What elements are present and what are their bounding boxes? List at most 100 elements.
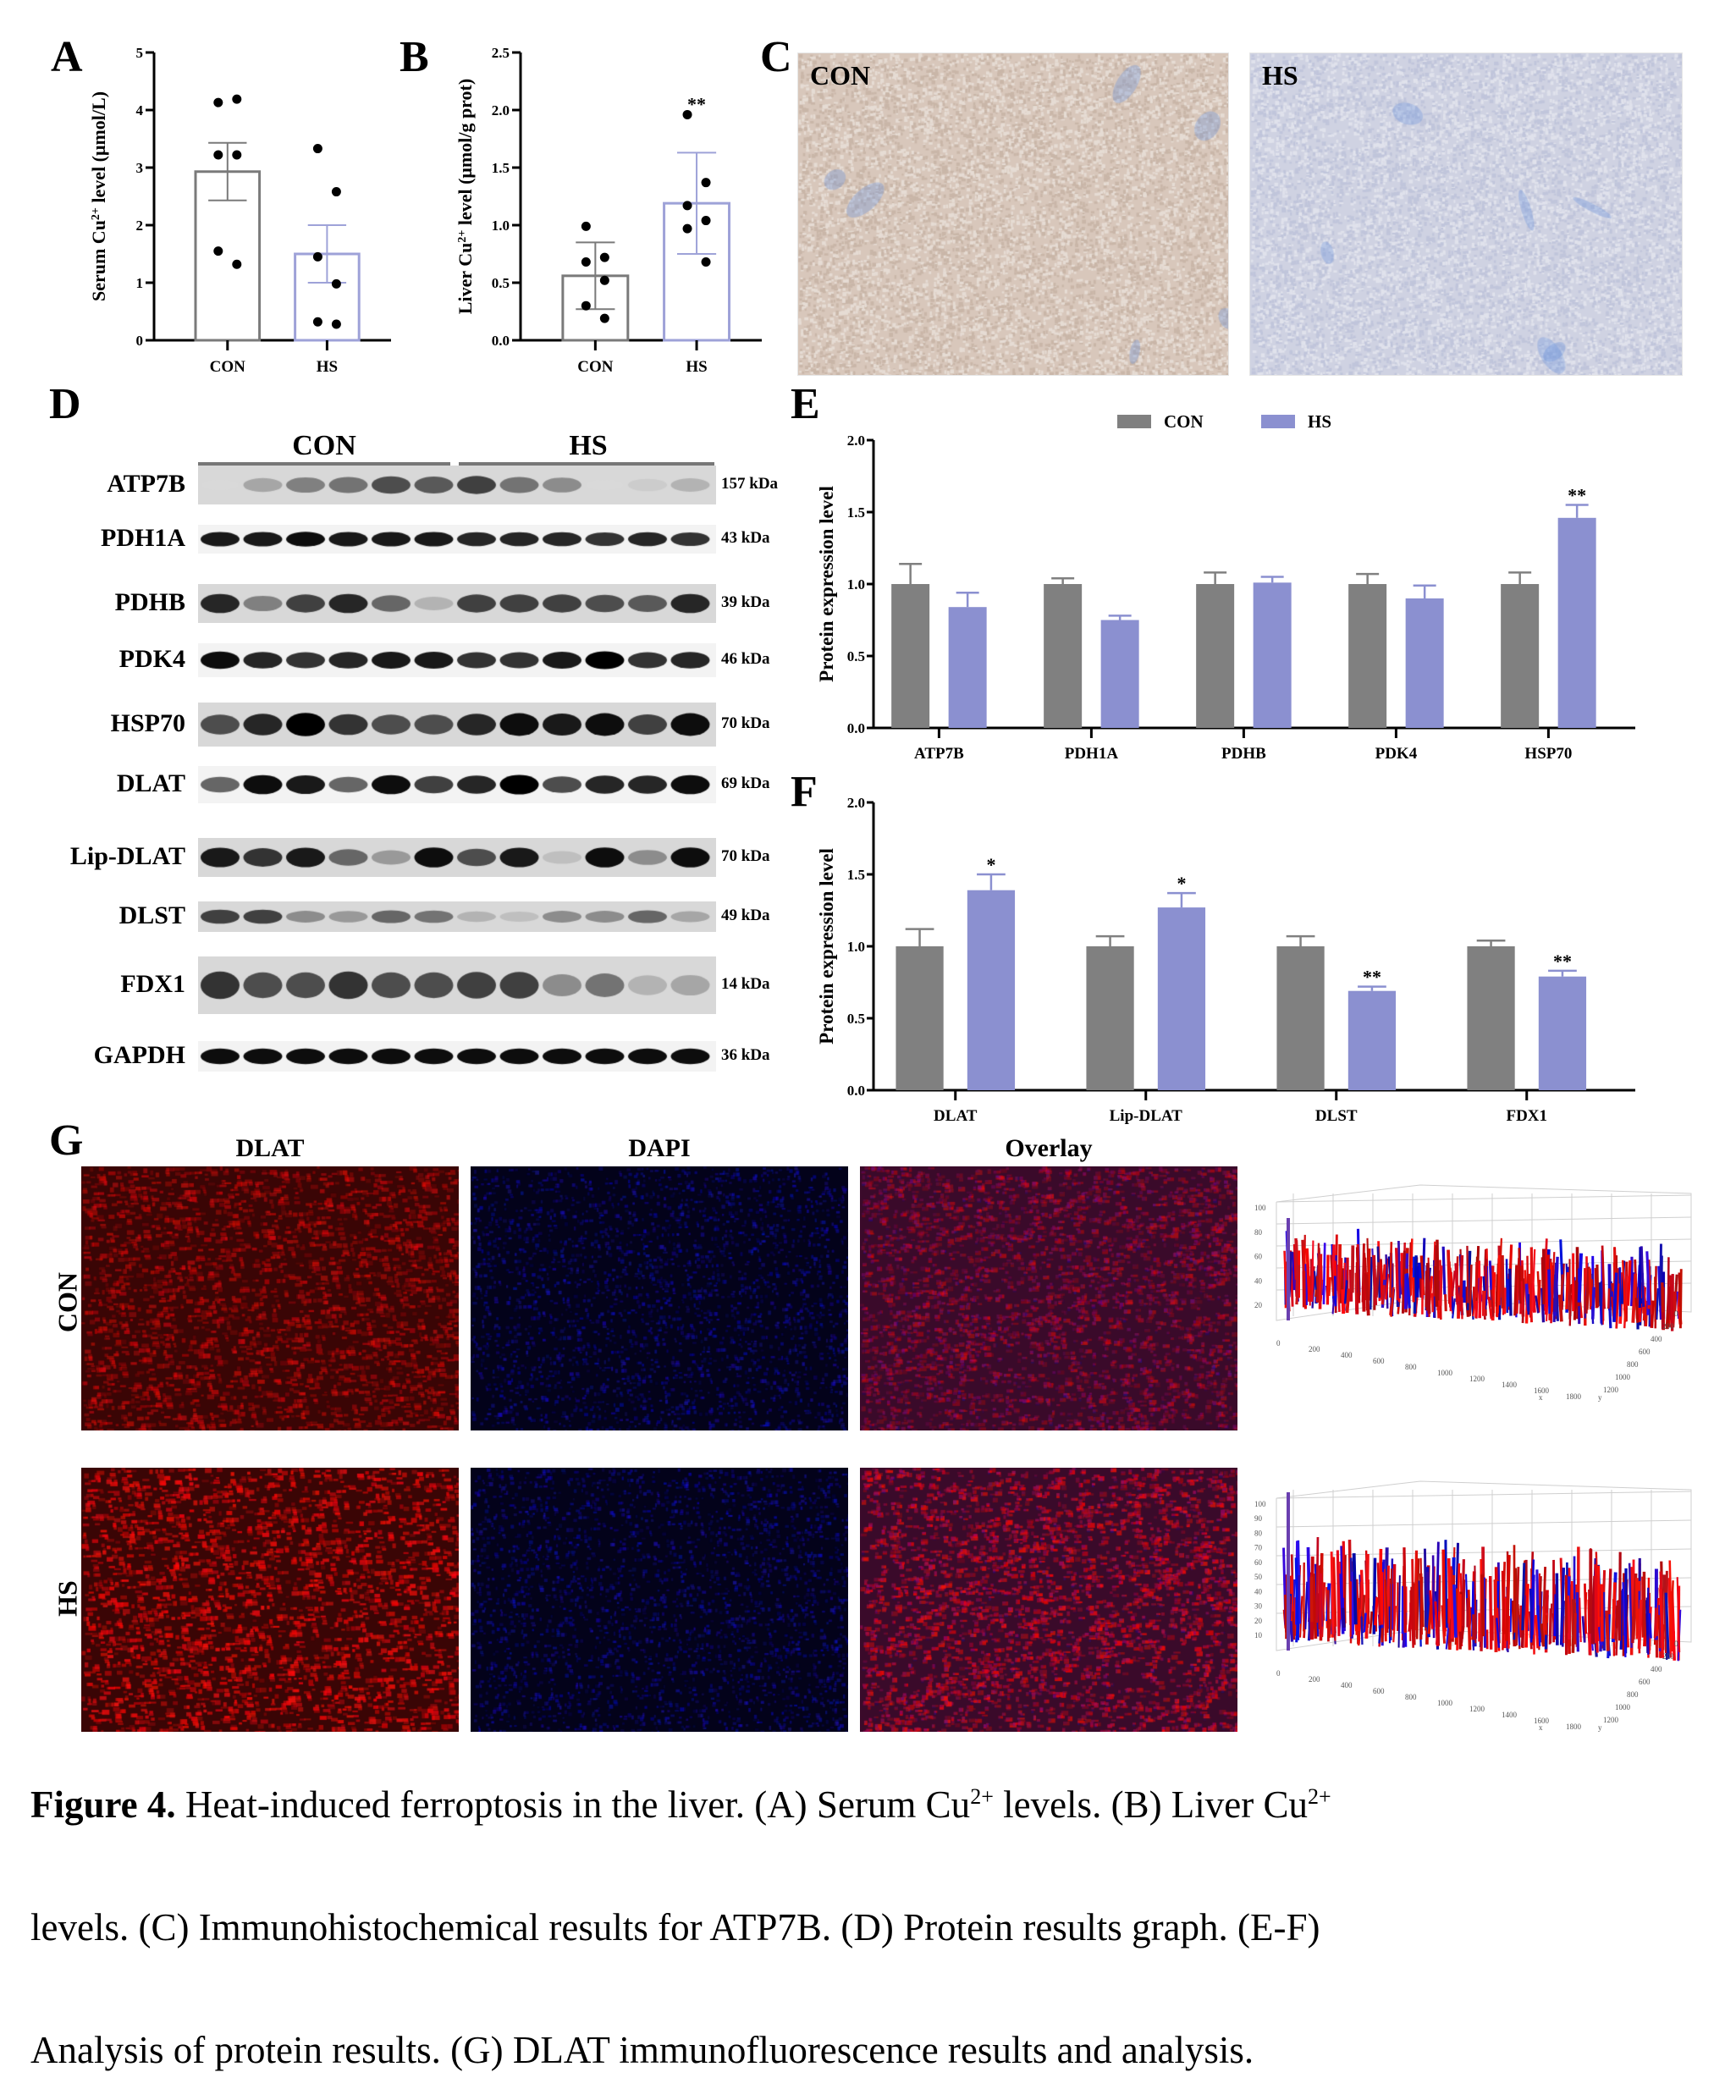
z-tick-label: 40: [1254, 1587, 1263, 1596]
if-row-label-con: CON: [52, 1271, 83, 1333]
y-axis-label: Serum Cu2+ level (μmol/L): [88, 91, 109, 301]
y-tick-label: 200: [1662, 1322, 1674, 1331]
panel-letter-g: G: [49, 1116, 84, 1165]
if-column-label-dlat: DLAT: [235, 1134, 305, 1162]
caption-text-1a: Heat-induced ferroptosis in the liver. (…: [175, 1783, 971, 1826]
blot-protein-label: PDK4: [118, 645, 185, 673]
blot-strip: [198, 584, 716, 623]
figure-caption-line-1: Figure 4. Heat-induced ferroptosis in th…: [30, 1782, 1331, 1827]
panel-letter-a: A: [51, 33, 83, 81]
data-point: [213, 150, 223, 160]
data-point: [213, 97, 223, 107]
z-tick-label: 100: [1254, 1500, 1266, 1508]
data-point: [232, 150, 242, 160]
bar: [1467, 946, 1515, 1090]
liver-cu-bar-chart: Liver Cu2+ level (μmol/g prot) 0.0 0.5 1.0 1…: [455, 45, 762, 376]
x-tick-label: 1800: [1566, 1722, 1582, 1731]
figure-caption-line-3: Analysis of protein results. (G) DLAT im…: [30, 2029, 1254, 2071]
surface-plot-con: 1008060402002004006008001000120014001600…: [1254, 1184, 1692, 1402]
z-tick-label: 60: [1254, 1558, 1263, 1567]
blot-molecular-weight: 49 kDa: [721, 907, 770, 924]
blot-row-dlat: DLAT 69 kDa: [0, 766, 1736, 817]
x-tick-label: 1000: [1437, 1369, 1453, 1377]
x-tick-label: PDK4: [1375, 745, 1418, 763]
y-tick-label: 1: [136, 275, 144, 291]
y-axis-label: Liver Cu2+ level (μmol/g prot): [455, 79, 476, 314]
data-point: [701, 257, 711, 267]
significance-marker: *: [1177, 873, 1186, 894]
bar: [967, 890, 1016, 1090]
z-tick-label: 20: [1254, 1301, 1263, 1309]
bar: [1557, 517, 1596, 728]
y-tick-label: 1.0: [847, 939, 865, 955]
x-tick-label: ATP7B: [914, 745, 964, 763]
data-point: [232, 94, 242, 104]
y-tick-label: 2: [136, 218, 144, 234]
caption-text-1b: levels. (B) Liver Cu: [993, 1783, 1309, 1826]
blot-molecular-weight: 46 kDa: [721, 650, 770, 668]
blot-group-label-hs: HS: [569, 430, 608, 461]
bar: [1538, 976, 1587, 1090]
y-tick-label: 1.5: [847, 867, 865, 883]
bar: [1086, 946, 1134, 1090]
y-tick-label: 400: [1651, 1665, 1662, 1673]
x-tick-label: PDH1A: [1065, 745, 1119, 763]
panel-letter-b: B: [400, 33, 429, 81]
y-tick-label: 1.5: [847, 504, 865, 521]
if-image-con-dlat: [81, 1166, 459, 1430]
data-point: [331, 319, 341, 329]
figure-caption-line-2: levels. (C) Immunohistochemical results …: [30, 1906, 1320, 1948]
y-tick-label: 1.0: [847, 576, 865, 593]
y-tick-label: 1000: [1615, 1703, 1631, 1711]
x-tick-label: DLST: [1315, 1107, 1358, 1125]
blot-row-pdh1a: PDH1A 43 kDa: [0, 524, 1736, 576]
x-tick-label: FDX1: [1506, 1107, 1547, 1125]
data-point: [581, 300, 591, 311]
data-point: [682, 201, 692, 211]
bar: [1253, 582, 1292, 728]
y-tick-label: 1200: [1603, 1386, 1619, 1394]
x-tick-label: 400: [1341, 1351, 1353, 1359]
y-tick-label: 200: [1662, 1652, 1674, 1661]
x-tick-label: 1600: [1534, 1386, 1550, 1395]
x-tick-label: CON: [577, 358, 614, 376]
data-point: [581, 257, 591, 267]
y-tick-label: 5: [136, 45, 144, 61]
y-tick-label: 800: [1627, 1360, 1639, 1369]
blot-protein-label: HSP70: [110, 709, 185, 737]
if-column-label-dapi: DAPI: [628, 1134, 691, 1162]
x-tick-label: 600: [1373, 1687, 1385, 1695]
x-tick-label: 0: [1276, 1339, 1281, 1348]
blot-strip: [198, 703, 716, 747]
data-point: [682, 223, 692, 234]
x-tick-label: 1600: [1534, 1717, 1550, 1725]
x-tick-label: HS: [686, 358, 707, 376]
y-tick-label: 800: [1627, 1690, 1639, 1699]
y-tick-label: 1000: [1615, 1373, 1631, 1381]
data-point: [581, 221, 591, 231]
z-tick-label: 80: [1254, 1529, 1263, 1537]
bar: [1196, 584, 1235, 728]
y-tick-label: 1.5: [492, 160, 510, 176]
x-tick-label: DLAT: [934, 1107, 978, 1125]
x-tick-label: 1800: [1566, 1392, 1582, 1401]
y-axis-label: Protein expression level: [816, 848, 837, 1044]
data-point: [599, 252, 609, 262]
x-tick-label: 0: [1276, 1669, 1281, 1678]
blot-row-pdhb: PDHB 39 kDa: [0, 584, 1736, 635]
if-image-hs-dapi: [471, 1468, 848, 1732]
data-point: [599, 275, 609, 285]
blot-strip: [198, 956, 716, 1014]
bar: [896, 946, 944, 1090]
y-tick-label: 0: [1674, 1309, 1678, 1318]
panel-letter-f: F: [791, 768, 818, 816]
blot-protein-label: PDHB: [114, 588, 185, 616]
ihc-texture: [798, 53, 1228, 375]
x-tick-label: 1200: [1469, 1375, 1485, 1383]
blot-molecular-weight: 157 kDa: [721, 475, 779, 493]
data-point: [312, 251, 322, 262]
serum-cu-bar-chart: Serum Cu2+ level (μmol/L) 0 1 2 3 4 5 CON HS: [88, 45, 391, 376]
blot-molecular-weight: 70 kDa: [721, 847, 770, 865]
y-tick-label: 2.0: [492, 102, 510, 119]
x-axis-label: x: [1539, 1723, 1543, 1732]
